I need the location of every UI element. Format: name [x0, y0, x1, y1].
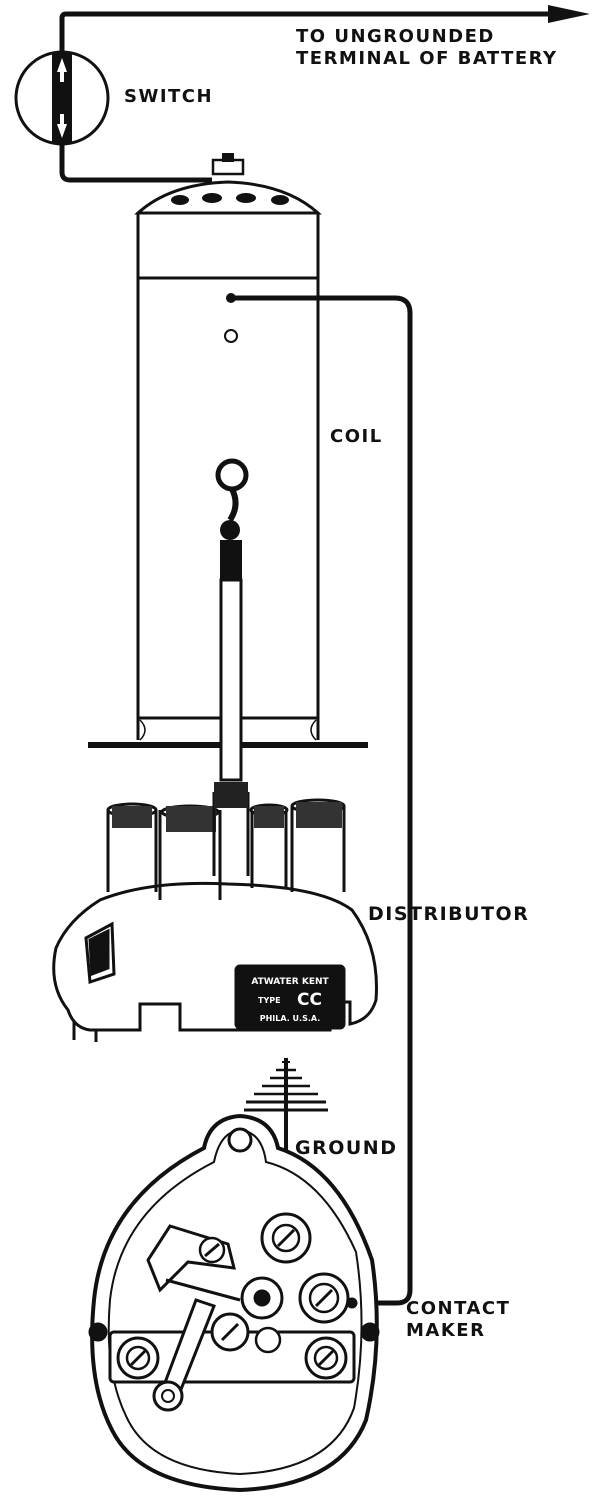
distributor — [52, 782, 378, 1042]
svg-text:TYPE: TYPE — [258, 996, 281, 1005]
nameplate: ATWATER KENT TYPE CC PHILA. U.S.A. — [251, 977, 329, 1023]
switch-coil-wire — [59, 144, 212, 183]
switch-label: SWITCH — [124, 86, 214, 107]
distributor-label: DISTRIBUTOR — [368, 903, 530, 925]
contact-maker-label-line2: MAKER — [406, 1319, 486, 1341]
battery-wire — [59, 11, 548, 58]
switch-symbol — [14, 50, 110, 146]
contact-maker-label: CONTACT MAKER — [406, 1298, 510, 1341]
coil-contact-wire — [231, 295, 413, 1306]
battery-label-line2: TERMINAL OF BATTERY — [296, 47, 558, 69]
coil-label: COIL — [330, 426, 383, 447]
battery-arrow — [548, 5, 590, 23]
svg-text:PHILA. U.S.A.: PHILA. U.S.A. — [260, 1014, 321, 1023]
contact-maker — [88, 1113, 380, 1493]
ground-label: GROUND — [295, 1137, 398, 1159]
high-tension-lead — [215, 458, 249, 782]
svg-text:CC: CC — [297, 990, 322, 1010]
svg-text:ATWATER KENT: ATWATER KENT — [251, 977, 329, 987]
contact-maker-label-line1: CONTACT — [406, 1298, 511, 1319]
battery-label: TO UNGROUNDED TERMINAL OF BATTERY — [296, 26, 558, 69]
battery-label-line1: TO UNGROUNDED — [296, 26, 495, 47]
